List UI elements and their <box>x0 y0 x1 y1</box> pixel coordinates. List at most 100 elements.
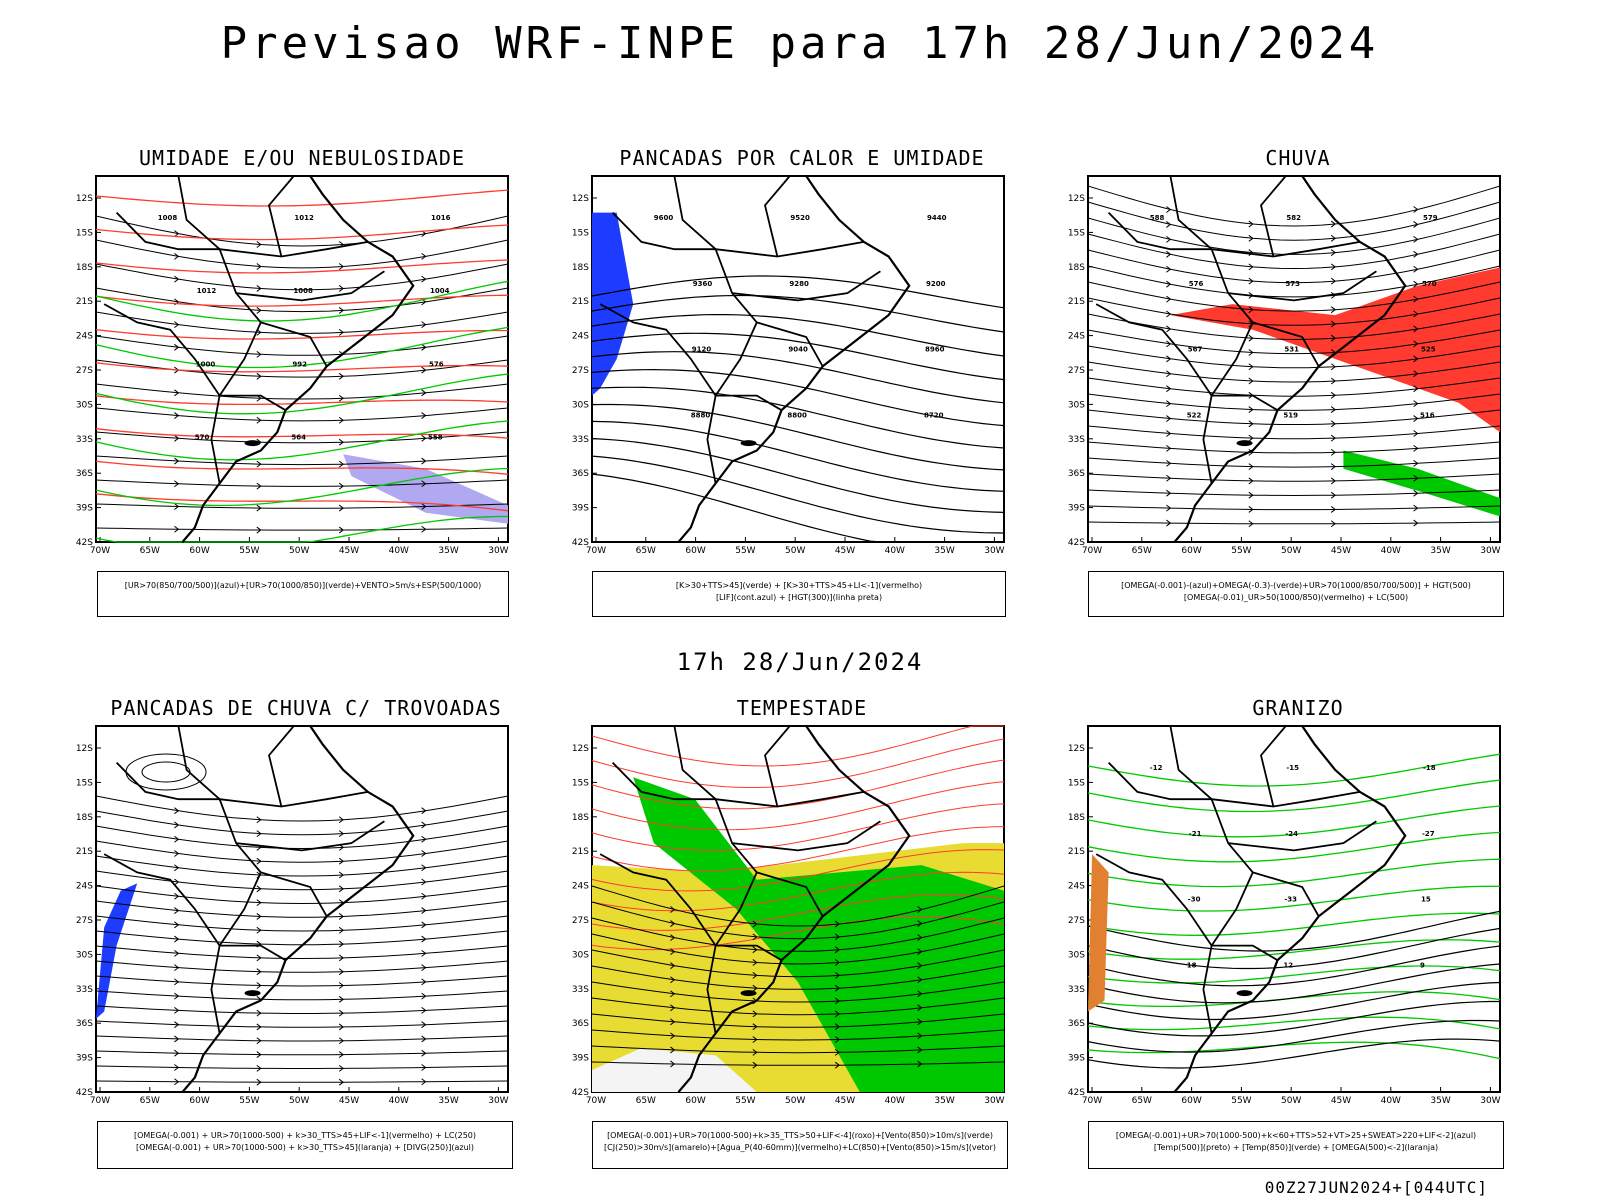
lon-label: 65W <box>1132 1096 1152 1106</box>
streamline <box>1087 457 1501 468</box>
streamline <box>95 527 509 531</box>
lagoon <box>244 440 261 447</box>
state-border <box>1107 761 1212 801</box>
streamline-arrow <box>174 1007 180 1014</box>
lon-label: 70W <box>1082 1096 1102 1106</box>
lat-label: 24S <box>572 332 589 342</box>
temp850-contour-green <box>1087 885 1501 912</box>
panel-title-umidade: UMIDADE E/OU NEBULOSIDADE <box>138 146 466 170</box>
streamline-arrow <box>752 971 758 979</box>
lc850-contour-red <box>591 916 1005 951</box>
streamline-arrow <box>256 1078 262 1086</box>
streamline-arrow <box>834 997 841 1005</box>
streamline <box>95 311 509 334</box>
streamline-arrow <box>1166 445 1172 452</box>
contour-label: 588 <box>1150 214 1165 222</box>
lat-label: 30S <box>572 950 589 960</box>
streamline-arrow <box>752 959 758 966</box>
streamline-arrow <box>421 275 427 283</box>
lon-label: 55W <box>735 1096 755 1106</box>
streamline-arrow <box>174 1035 180 1043</box>
legend-line-2: [CJ(250)>30m/s](amarelo)+[Agua_P(40-60mm… <box>604 1143 996 1152</box>
streamline-arrow <box>421 978 427 986</box>
streamline-arrow <box>421 389 427 397</box>
rain-area-red <box>1170 267 1500 433</box>
pressure-contour-green <box>95 326 509 369</box>
streamline-arrow <box>1413 370 1419 378</box>
streamline <box>95 287 509 313</box>
streamline-arrow <box>752 920 758 928</box>
streamline-arrow <box>338 1009 345 1017</box>
state-border <box>673 175 758 484</box>
streamline-arrow <box>256 968 262 976</box>
contour-label: -27 <box>1422 830 1435 838</box>
state-border <box>1252 321 1320 367</box>
streamline-arrow <box>1413 400 1419 408</box>
legend-pancadas-calor: [K>30+TTS>45](verde) + [K>30+TTS>45+LI<-… <box>592 571 1006 617</box>
lon-label: 65W <box>140 546 160 556</box>
streamline-arrow <box>1330 220 1337 228</box>
streamline-arrow <box>338 416 345 424</box>
height-contour-red <box>95 362 509 373</box>
streamline-arrow <box>338 816 345 824</box>
lon-label: 30W <box>488 546 508 556</box>
lat-label: 24S <box>572 882 589 892</box>
lon-label: 40W <box>885 1096 905 1106</box>
contour-label: -12 <box>1150 764 1163 772</box>
lat-label: 30S <box>1068 400 1085 410</box>
streamline-arrow <box>670 976 676 984</box>
contour-label: 9 <box>1420 962 1425 970</box>
lat-label: 21S <box>1068 297 1085 307</box>
contour-label: 8720 <box>924 412 944 420</box>
lat-label: 24S <box>1068 882 1085 892</box>
streamline-arrow <box>1166 400 1172 408</box>
state-border <box>1211 241 1361 258</box>
streamline-arrow <box>421 503 427 510</box>
streamline-arrow <box>670 1046 676 1054</box>
streamline-arrow <box>752 1010 758 1018</box>
streamline <box>1087 521 1501 525</box>
streamline-arrow <box>1248 434 1254 442</box>
streamline-arrow <box>1166 504 1172 512</box>
streamline <box>591 1029 1005 1041</box>
state-border <box>611 211 716 251</box>
state-border <box>219 394 286 411</box>
lat-label: 30S <box>572 400 589 410</box>
contour-label: 1016 <box>431 214 451 222</box>
contour-label: 9040 <box>788 346 808 354</box>
streamline-arrow <box>1166 370 1172 378</box>
streamline-arrow <box>917 920 923 927</box>
streamline-arrow <box>421 878 427 886</box>
contour-label: 1008 <box>293 287 313 295</box>
lc850-contour-red <box>591 759 1005 810</box>
lon-label: 35W <box>438 1096 458 1106</box>
lagoon <box>244 990 261 997</box>
lc850-contour-red <box>591 894 1005 931</box>
height-contour-red <box>95 294 509 307</box>
lon-label: 65W <box>636 1096 656 1106</box>
state-border <box>219 241 369 258</box>
streamline-arrow <box>338 285 345 292</box>
streamline-arrow <box>338 460 345 468</box>
lat-label: 39S <box>1068 1054 1085 1064</box>
streamline <box>1087 441 1501 454</box>
streamline <box>1087 473 1501 482</box>
streamline <box>591 981 1005 1003</box>
streamline-arrow <box>338 995 345 1003</box>
lat-label: 42S <box>76 1088 93 1098</box>
lagoon <box>1236 440 1253 447</box>
contour-label: 1000 <box>196 360 216 368</box>
streamline-arrow <box>1166 265 1172 273</box>
hgt300-contour <box>591 275 1005 309</box>
state-border <box>219 944 286 961</box>
streamline-arrow <box>1166 206 1172 213</box>
lat-label: 15S <box>76 778 93 788</box>
streamline <box>1087 505 1501 511</box>
forecast-time-title: 17h 28/Jun/2024 <box>676 648 924 676</box>
state-border <box>1095 853 1213 947</box>
contour-label: 525 <box>1421 346 1436 354</box>
streamline-arrow <box>1330 249 1337 256</box>
legend-line-2: [OMEGA(-0.01)_UR>50(1000/850)(vermelho) … <box>1183 593 1409 602</box>
streamline-arrow <box>1413 459 1419 467</box>
